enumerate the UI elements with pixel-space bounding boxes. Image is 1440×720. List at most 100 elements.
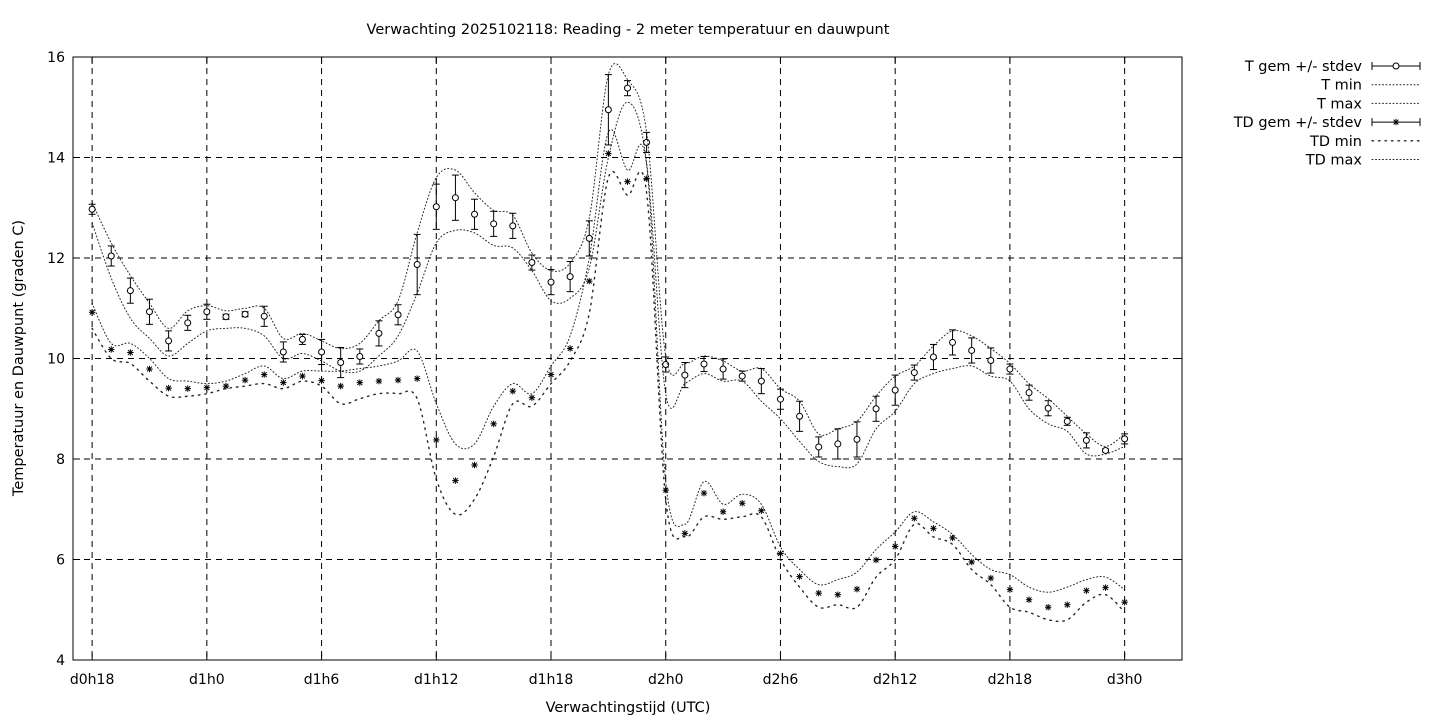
star-marker [413,375,421,382]
data-point [413,375,421,382]
data-point [757,368,765,395]
data-point [719,358,727,380]
data-point [815,589,822,597]
data-point [987,574,994,582]
star-stroke [682,530,688,537]
star-stroke [586,278,593,284]
data-point [586,277,593,285]
star-stroke [337,383,344,389]
star-marker [184,385,191,392]
x-tick-label: d3h0 [1107,672,1143,688]
circle-marker [318,348,326,356]
x-axis-label: Verwachtingstijd (UTC) [546,700,711,716]
data-point [261,371,268,378]
circle-marker [624,84,631,92]
circle-marker [1044,404,1052,412]
star-marker [1083,587,1090,594]
axis-layer: 4 6 8 10 12 14 16 d0h18 d1h0 d1h6 d1h12 d1h18 d2h0 d2… [47,50,1182,688]
data-point [528,254,536,271]
star-marker [127,349,134,356]
star-marker [1064,601,1071,608]
data-point [1121,599,1128,606]
data-point [1044,604,1052,611]
data-point [776,388,784,410]
star-marker [605,150,612,157]
circle-marker [375,329,383,337]
star-stroke [89,309,95,316]
star-stroke [968,559,975,565]
circle-marker [165,337,173,345]
data-point [88,309,96,316]
data-point [738,370,746,382]
x-tick-label: d2h0 [648,672,684,688]
star-stroke [815,590,822,596]
data-point [1102,584,1109,591]
data-point [681,530,689,537]
data-point [184,314,192,331]
circle-marker [471,210,479,218]
star-stroke [184,385,191,392]
data-point [279,341,287,363]
y-tick-label: 14 [47,151,65,167]
star-marker [586,277,593,285]
circle-marker [184,319,192,327]
data-point [834,591,842,598]
star-stroke [204,384,210,391]
circle-marker [1121,435,1129,443]
grid-layer [73,57,1182,660]
circle-marker [432,203,440,211]
star-marker [280,379,287,386]
circle-marker [643,138,651,146]
data-point [929,343,937,371]
star-stroke [108,346,114,353]
series-3 [88,150,1128,611]
data-point [107,245,115,267]
star-marker [471,461,478,469]
star-marker [834,591,842,598]
data-point [375,320,383,347]
circle-marker [1025,389,1033,397]
circle-marker [929,353,937,361]
star-marker [681,530,689,537]
star-stroke [720,509,726,515]
data-point [337,382,344,390]
data-point [318,377,325,384]
star-marker [1102,584,1109,591]
star-marker [318,377,325,384]
x-tick-label: d1h12 [414,672,458,688]
y-tick-label: 12 [47,251,65,267]
star-marker [547,371,555,378]
circle-marker [604,106,612,114]
data-point [815,436,823,458]
star-stroke [835,591,841,598]
data-point [394,304,402,326]
data-point [203,303,211,320]
star-marker [662,486,669,494]
data-point [432,183,440,230]
data-point [547,371,555,378]
star-stroke [127,349,134,356]
series-0 [88,74,1129,460]
data-point [318,338,326,366]
data-point [910,364,918,381]
star-stroke [796,573,803,580]
star-stroke [223,383,229,389]
star-stroke [395,377,401,383]
circle-marker [776,395,784,403]
data-point [700,489,708,497]
data-point [413,233,421,296]
circle-marker [107,252,115,260]
x-tick-label: d2h18 [988,672,1032,688]
legend-label: T min [1320,78,1362,94]
circle-marker [796,412,804,420]
legend-item: TD min [1309,134,1421,150]
circle-marker [203,308,211,316]
star-marker [987,574,994,582]
data-point [299,372,306,380]
data-point [891,543,899,550]
star-marker [222,382,230,390]
x-tick-label: d2h12 [873,672,917,688]
circle-marker [853,435,861,443]
data-point [241,310,249,318]
star-stroke [357,379,363,386]
